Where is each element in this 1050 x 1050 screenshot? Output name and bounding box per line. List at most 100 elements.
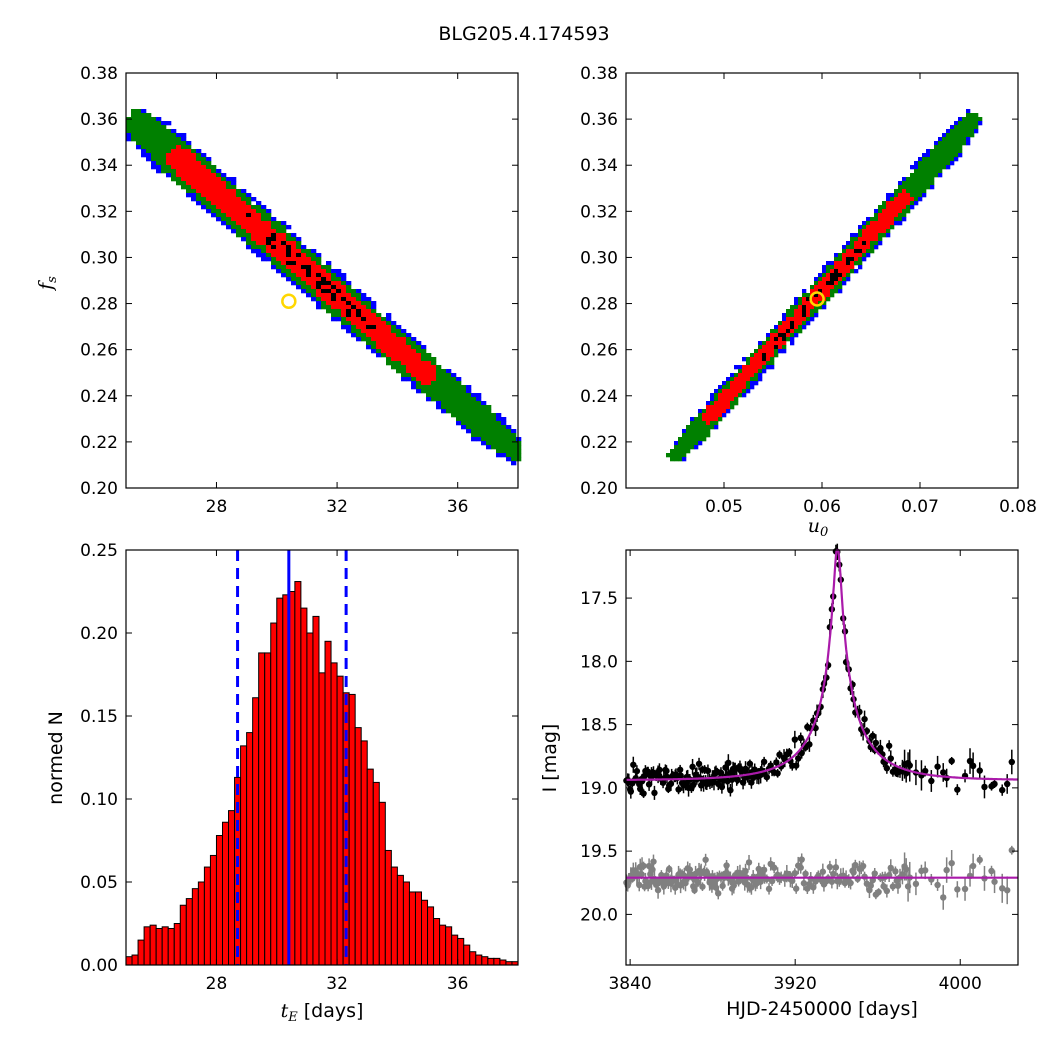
u0-fs-cell xyxy=(922,169,927,174)
u0-fs-cell xyxy=(822,273,827,278)
te-fs-cell xyxy=(426,393,432,398)
te-fs-cell xyxy=(276,253,282,258)
te-fs-cell xyxy=(246,233,252,238)
histogram-bar xyxy=(457,937,465,966)
u0-fs-cell xyxy=(914,193,919,198)
te-fs-cell xyxy=(131,117,137,122)
u0-fs-cell xyxy=(742,377,747,382)
te-fs-cell xyxy=(406,357,412,362)
u0-fs-cell xyxy=(930,185,935,190)
histogram-bar xyxy=(167,927,175,966)
te-fs-cell xyxy=(256,253,262,258)
u0-fs-cell xyxy=(958,153,963,158)
te-fs-cell xyxy=(381,341,387,346)
u0-fs-cell xyxy=(842,273,847,278)
te-fs-cell xyxy=(456,385,462,390)
te-fs-cell xyxy=(246,217,252,222)
u0-fs-cell xyxy=(762,369,767,374)
te-fs-cell xyxy=(446,389,452,394)
te-fs-cell xyxy=(326,269,332,274)
u0-fs-cell xyxy=(850,249,855,254)
te-fs-cell xyxy=(411,377,417,382)
u0-fs-cell xyxy=(954,121,959,126)
u0-fs-ytick-label: 0.38 xyxy=(580,64,618,84)
te-fs-cell xyxy=(396,325,402,330)
te-fs-cell xyxy=(496,417,502,422)
histogram-bar xyxy=(270,622,278,966)
u0-fs-cell xyxy=(962,121,967,126)
te-fs-cell xyxy=(311,249,317,254)
te-fs-cell xyxy=(326,289,332,294)
u0-fs-cell xyxy=(778,337,783,342)
te-fs-cell xyxy=(281,237,287,242)
u0-fs-cell xyxy=(742,373,747,378)
u0-fs-cell xyxy=(726,409,731,414)
te-fs-cell xyxy=(226,217,232,222)
te-fs-cell xyxy=(326,309,332,314)
u0-fs-cell xyxy=(878,217,883,222)
u0-fs-cell xyxy=(694,445,699,450)
te-fs-cell xyxy=(436,381,442,386)
u0-fs-cell xyxy=(926,157,931,162)
te-fs-cell xyxy=(146,149,152,154)
black-point xyxy=(773,759,780,766)
u0-fs-cell xyxy=(730,377,735,382)
te-fs-cell xyxy=(311,269,317,274)
te-fs-cell xyxy=(336,301,342,306)
u0-fs-cell xyxy=(902,213,907,218)
u0-fs-cell xyxy=(858,261,863,266)
te-fs-cell xyxy=(196,193,202,198)
te-fs-cell xyxy=(216,189,222,194)
u0-fs-cell xyxy=(842,245,847,250)
u0-fs-cell xyxy=(698,441,703,446)
u0-fs-cell xyxy=(734,373,739,378)
grey-point xyxy=(991,878,998,885)
te-fs-cell xyxy=(456,377,462,382)
te-fs-cell xyxy=(191,169,197,174)
u0-fs-cell xyxy=(694,441,699,446)
grey-point xyxy=(902,866,910,873)
u0-fs-cell xyxy=(826,273,831,278)
grey-point xyxy=(948,859,955,867)
u0-fs-cell xyxy=(830,261,835,266)
u0-fs-cell xyxy=(726,377,731,382)
te-fs-cell xyxy=(251,205,257,210)
te-fs-cell xyxy=(241,233,247,238)
te-fs-cell xyxy=(346,329,352,334)
te-fs-cell xyxy=(281,241,287,246)
u0-fs-cell xyxy=(954,149,959,154)
te-fs-cell xyxy=(456,421,462,426)
te-fs-cell xyxy=(286,261,292,266)
te-fs-cell xyxy=(201,197,207,202)
u0-fs-cell xyxy=(834,277,839,282)
te-fs-cell xyxy=(436,365,442,370)
u0-fs-heatmap xyxy=(666,109,983,462)
u0-fs-cell xyxy=(750,369,755,374)
te-fs-cell xyxy=(326,297,332,302)
grey-point xyxy=(636,881,643,889)
u0-fs-cell xyxy=(770,333,775,338)
u0-fs-cell xyxy=(802,301,807,306)
te-fs-cell xyxy=(246,205,252,210)
u0-fs-cell xyxy=(846,241,851,246)
te-fs-cell xyxy=(146,129,152,134)
u0-fs-cell xyxy=(754,357,759,362)
te-fs-cell xyxy=(406,353,412,358)
te-fs-cell xyxy=(126,133,132,138)
te-fs-cell xyxy=(316,289,322,294)
te-fs-cell xyxy=(426,357,432,362)
u0-fs-cell xyxy=(802,305,807,310)
u0-fs-cell xyxy=(930,165,935,170)
te-fs-cell xyxy=(201,201,207,206)
te-fs-cell xyxy=(251,229,257,234)
grey-point xyxy=(988,867,995,875)
te-fs-cell xyxy=(496,449,502,454)
u0-fs-ytick-label: 0.34 xyxy=(580,156,618,176)
te-fs-cell xyxy=(496,445,502,450)
u0-fs-cell xyxy=(874,241,879,246)
u0-fs-cell xyxy=(826,297,831,302)
u0-fs-cell xyxy=(902,185,907,190)
te-fs-cell xyxy=(261,237,267,242)
u0-fs-cell xyxy=(962,137,967,142)
te-fs-cell xyxy=(316,277,322,282)
